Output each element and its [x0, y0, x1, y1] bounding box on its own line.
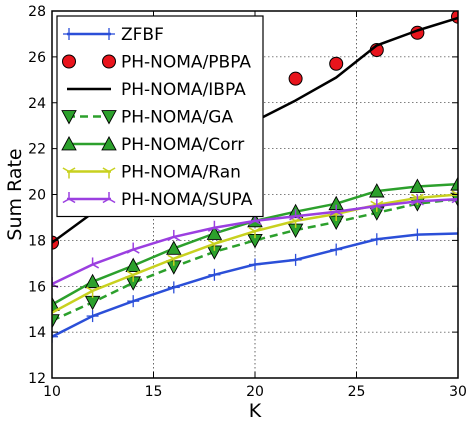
plus-marker — [289, 253, 302, 266]
triangle-up-marker — [369, 183, 385, 198]
plus-marker — [127, 295, 140, 308]
triangle-up-marker — [409, 178, 426, 193]
tri-down-marker — [86, 286, 100, 298]
tri-down-marker — [62, 167, 76, 179]
tri-down-marker — [167, 254, 181, 266]
triangle-up-marker — [84, 273, 101, 289]
legend-entry: PH-NOMA/Corr — [61, 135, 244, 155]
plus-marker — [370, 233, 383, 246]
plus-marker — [411, 228, 424, 241]
legend-box — [56, 15, 264, 218]
circle-marker — [102, 54, 116, 69]
plus-marker — [452, 227, 458, 240]
tri-down-marker — [52, 308, 59, 320]
y-axis-label: Sum Rate — [4, 148, 26, 240]
legend-label: PH-NOMA/IBPA — [121, 80, 246, 100]
legend-entry: PH-NOMA/GA — [61, 108, 233, 128]
triangle-down-marker — [101, 110, 117, 125]
plus-marker — [86, 310, 99, 323]
x-tick-label: 30 — [449, 384, 467, 400]
legend-label: PH-NOMA/GA — [121, 108, 233, 128]
tri-up-marker — [167, 229, 181, 242]
tri-up-marker — [289, 209, 303, 221]
y-tick-label: 26 — [28, 50, 46, 66]
triangle-down-marker — [84, 295, 101, 311]
triangle-up-marker — [61, 136, 77, 151]
legend-entry: PH-NOMA/SUPA — [62, 190, 253, 210]
series-line — [52, 232, 458, 338]
triangle-up-marker — [166, 240, 182, 255]
legend-entry: PH-NOMA/Ran — [62, 163, 241, 183]
series-line — [52, 197, 458, 322]
triangle-up-marker — [206, 225, 223, 240]
y-tick-label: 24 — [28, 96, 46, 112]
plus-marker — [208, 268, 221, 281]
circle-marker — [288, 71, 303, 86]
legend-label: PH-NOMA/Corr — [121, 135, 244, 155]
plus-marker — [167, 281, 180, 294]
tri-down-marker — [248, 227, 262, 239]
plus-marker — [249, 258, 261, 271]
y-tick-label: 12 — [28, 371, 46, 387]
tri-up-marker — [102, 192, 116, 204]
x-tick-label: 10 — [43, 384, 61, 400]
legend-entry: ZFBF — [63, 25, 164, 45]
axis-ticks: 10 15 20 25 30 12 14 16 18 20 22 24 26 28 — [28, 4, 467, 400]
y-tick-label: 14 — [28, 325, 46, 341]
tri-down-marker — [102, 167, 116, 179]
plus-marker — [103, 28, 115, 40]
legend-entry: PH-NOMA/PBPA — [62, 53, 251, 73]
x-tick-label: 20 — [246, 384, 264, 400]
legend: ZFBF PH-NOMA/PBPA PH-NOMA/IBPA PH-NOMA/GA PH… — [56, 15, 264, 218]
y-tick-label: 28 — [28, 4, 46, 20]
series-ph-noma-supa — [52, 192, 458, 289]
triangle-up-marker — [101, 136, 117, 151]
y-tick-label: 16 — [28, 279, 46, 295]
tri-up-marker — [410, 194, 424, 206]
plus-marker — [330, 243, 343, 256]
series-ph-noma-ran — [52, 190, 458, 320]
y-tick-label: 18 — [28, 233, 46, 249]
y-tick-label: 22 — [28, 142, 46, 158]
x-tick-label: 15 — [145, 384, 163, 400]
series-zfbf — [52, 227, 458, 343]
legend-label: PH-NOMA/PBPA — [121, 53, 251, 73]
legend-entry: PH-NOMA/IBPA — [67, 80, 246, 100]
tri-up-marker — [207, 220, 221, 232]
tri-down-marker — [207, 239, 221, 251]
tri-up-marker — [451, 192, 458, 204]
tri-down-marker — [126, 270, 140, 282]
tri-up-marker — [62, 192, 76, 204]
legend-label: PH-NOMA/SUPA — [121, 190, 253, 210]
triangle-up-marker — [450, 176, 458, 191]
series-ph-noma-pbpa — [52, 11, 458, 250]
y-tick-label: 20 — [28, 188, 46, 204]
tri-up-marker — [126, 242, 140, 254]
plus-marker — [52, 330, 58, 343]
legend-label: PH-NOMA/Ran — [121, 163, 241, 183]
legend-label: ZFBF — [121, 25, 164, 45]
triangle-down-marker — [52, 314, 60, 329]
plus-marker — [63, 28, 75, 40]
tri-up-marker — [370, 198, 384, 211]
tri-up-marker — [329, 204, 343, 216]
tri-up-marker — [52, 276, 59, 289]
x-axis-label: K — [249, 400, 262, 422]
x-tick-label: 25 — [348, 384, 366, 400]
tri-down-marker — [451, 190, 458, 202]
circle-marker — [62, 54, 76, 69]
tri-up-marker — [86, 257, 100, 269]
circle-marker — [329, 56, 344, 71]
triangle-up-marker — [52, 296, 60, 311]
triangle-down-marker — [61, 110, 77, 125]
triangle-up-marker — [125, 257, 141, 273]
